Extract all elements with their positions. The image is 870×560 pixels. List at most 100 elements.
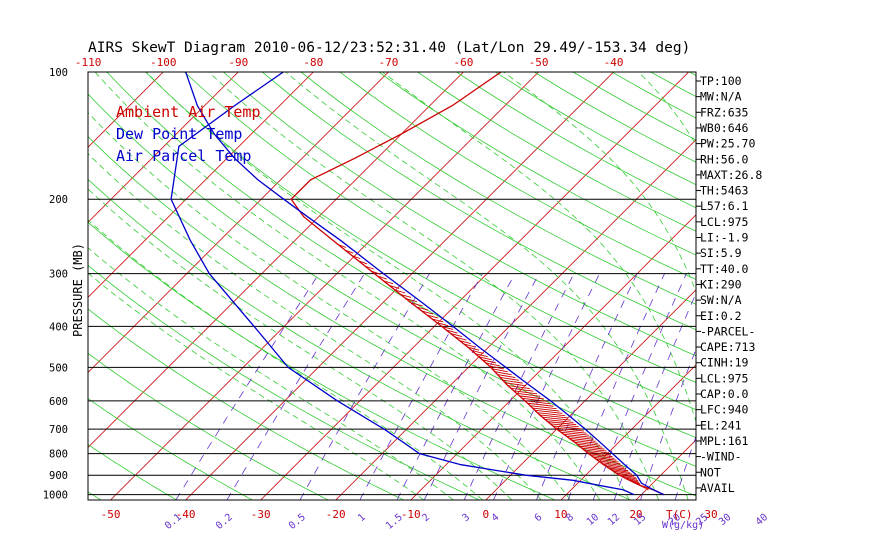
top-temp-tick-label: -70	[378, 56, 398, 69]
pressure-tick-label: 1000	[43, 490, 68, 502]
stability-index: LI:-1.9	[700, 231, 749, 245]
cape-hatch-line	[550, 423, 579, 428]
cape-hatch-line	[571, 439, 598, 444]
cape-hatch-line	[416, 306, 429, 311]
cape-hatch-line	[610, 468, 631, 473]
moist-adiabat-line	[88, 247, 454, 500]
mixing-ratio-line	[299, 273, 430, 500]
stability-index: MPL:161	[700, 434, 749, 448]
dry-adiabat-line	[223, 72, 696, 357]
mixing-ratio-unit: W(g/kg)	[662, 520, 704, 531]
stability-index: MAXT:26.8	[700, 168, 762, 182]
bottom-temp-tick-label: 30	[704, 508, 717, 521]
stability-index: L57:6.1	[700, 199, 749, 213]
cape-hatch-line	[478, 356, 492, 361]
chart-title: AIRS SkewT Diagram 2010-06-12/23:52:31.4…	[88, 40, 690, 56]
cape-hatch-line	[467, 346, 480, 351]
pressure-tick-label: 100	[49, 67, 68, 79]
stability-index: SI:5.9	[700, 246, 742, 260]
dry-adiabat-line	[767, 72, 870, 500]
mixing-ratio-line	[762, 274, 832, 500]
dry-adiabat-line	[88, 308, 404, 500]
cape-hatch-line	[569, 437, 596, 442]
cape-hatch-line	[598, 460, 621, 465]
cape-hatch-line	[500, 376, 520, 381]
cape-hatch-line	[400, 293, 412, 298]
pressure-tick-label: 400	[49, 321, 68, 333]
cape-hatch-line	[471, 350, 484, 354]
stability-index: FRZ:635	[700, 105, 748, 119]
isotherm-line	[88, 72, 164, 148]
cape-hatch-line	[502, 379, 523, 384]
mixing-ratio-label: 12	[606, 512, 622, 528]
pressure-tick-label: 600	[49, 396, 68, 408]
cape-hatch-line	[618, 473, 636, 478]
moist-adiabat-line	[382, 72, 696, 423]
cape-hatch-line	[421, 310, 434, 315]
pressure-tick-label: 500	[49, 362, 68, 374]
series-ambient-air-temp	[290, 72, 665, 496]
stability-index: NOT	[700, 465, 721, 479]
cape-hatch-line	[513, 390, 537, 395]
stability-index: EL:241	[700, 418, 742, 432]
isotherm-line	[485, 289, 696, 500]
cape-hatch-line	[527, 402, 554, 407]
mixing-ratio-label: 2	[421, 512, 433, 524]
dry-adiabat-line	[650, 72, 696, 98]
cape-hatch-line	[586, 451, 611, 456]
moist-adiabat-line	[94, 72, 601, 500]
series-air-parcel-temp	[185, 72, 665, 496]
cape-hatch-line	[489, 365, 504, 370]
legend-entry: Ambient Air Temp	[116, 103, 261, 121]
bottom-temp-tick-label: -10	[401, 508, 421, 521]
cape-hatch-line	[455, 336, 467, 341]
isotherm-line	[786, 72, 870, 500]
cape-hatch-line	[459, 340, 471, 344]
stability-index: -PARCEL-	[700, 324, 755, 338]
cape-hatch-line	[544, 418, 574, 423]
profile-series	[170, 72, 665, 496]
legend-entry: Dew Point Temp	[116, 125, 242, 143]
cape-hatch-line	[475, 353, 488, 358]
mixing-ratio-label: 6	[533, 512, 545, 524]
dry-adiabat-line	[0, 72, 25, 500]
cape-hatch-line	[595, 458, 619, 463]
cape-hatch-line	[602, 463, 625, 468]
top-temp-tick-label: -60	[454, 56, 474, 69]
isotherm-line	[861, 72, 870, 500]
cape-hatch-line	[605, 465, 627, 470]
cape-hatch-line	[539, 414, 569, 419]
cape-hatch-line	[426, 314, 439, 319]
moist-adiabat-line	[88, 188, 513, 500]
plot-frame	[87, 71, 697, 501]
cape-hatch-line	[620, 475, 638, 480]
cape-hatch-line	[558, 429, 587, 434]
dry-adiabat-line	[88, 221, 556, 500]
dry-adiabat-line	[88, 352, 329, 500]
cape-hatch-line	[405, 298, 418, 303]
cape-hatch-line	[411, 302, 423, 307]
pressure-tick-label: 800	[49, 449, 68, 461]
stability-index: LCL:975	[700, 371, 748, 385]
cape-hatch-line	[590, 455, 615, 459]
mixing-ratio-label: 1	[356, 512, 368, 524]
cape-hatch-line	[563, 433, 592, 438]
top-temp-tick-labels: -110 -100 -90 -80 -70 -60 -50 -40	[75, 56, 624, 69]
bottom-temp-tick-label: -30	[251, 508, 271, 521]
mixing-ratio-line	[226, 273, 365, 500]
moist-adiabat-line	[88, 153, 542, 500]
cape-hatch-line	[394, 289, 406, 294]
bottom-temp-tick-label: 20	[629, 508, 642, 521]
bottom-temp-tick-label: 10	[554, 508, 567, 521]
dry-adiabat-line	[261, 72, 696, 331]
mixing-ratio-label: 0.2	[214, 512, 235, 532]
stability-index: SW:N/A	[700, 293, 742, 307]
legend-entry: Air Parcel Temp	[116, 147, 251, 165]
y-axis-label: PRESSURE (MB)	[71, 243, 85, 337]
cape-hatch-line	[529, 405, 557, 410]
stability-index: TH:5463	[700, 184, 749, 198]
cape-hatch-line	[507, 385, 530, 389]
moist-adiabat-line	[285, 72, 689, 500]
isotherm-line	[0, 72, 13, 500]
